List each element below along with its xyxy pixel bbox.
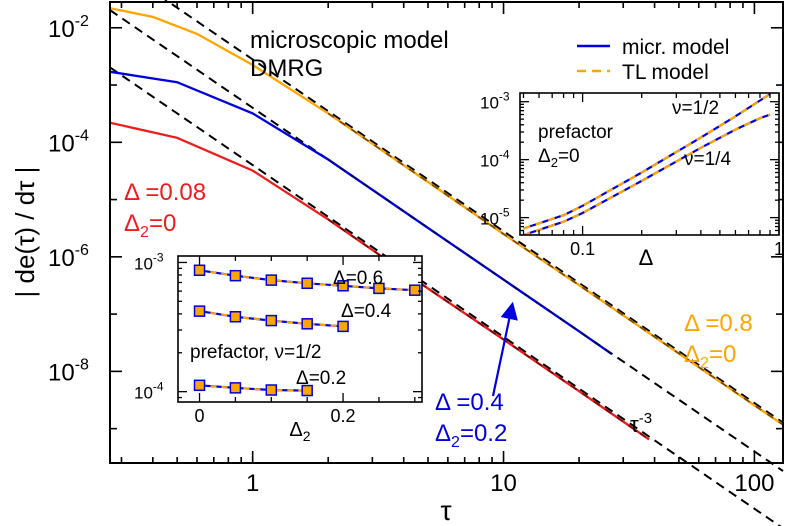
reference-line-tau-minus-3 <box>109 66 782 526</box>
inset2-point <box>337 280 349 292</box>
series-label-delta: Δ =0.8 <box>684 310 753 337</box>
inset1-y-tick-label: 10-4 <box>480 148 510 171</box>
inset1-y-tick-label: 10-3 <box>480 90 510 113</box>
inset2-point <box>265 384 278 396</box>
inset2-x-axis-label: Δ2 <box>289 419 310 444</box>
x-tick-label: 100 <box>734 470 774 497</box>
inset2-x-tick-label: 0 <box>195 406 205 426</box>
inset2-point <box>265 314 278 327</box>
inset1-series-label-nu-quarter: ν=1/4 <box>684 149 731 170</box>
series-tl-overlay-1 <box>327 158 613 355</box>
inset2-x-tick-label: 0.2 <box>331 406 356 426</box>
series-label-delta2: Δ2=0.2 <box>435 420 507 451</box>
inset1-x-tick-label: 1 <box>774 239 784 259</box>
header-subtitle: DMRG <box>250 55 323 82</box>
series-label-red: Δ =0.08 Δ2=0 <box>124 179 206 241</box>
main-series-group <box>110 7 783 441</box>
reference-line-tau-minus-3 <box>164 0 784 424</box>
series-label-delta2: Δ2=0 <box>684 341 736 372</box>
inset1-text-prefactor: prefactor <box>538 122 614 143</box>
inset2-line-tl-1 <box>199 310 344 328</box>
inset2-point <box>229 382 242 394</box>
inset-prefactor-vs-delta2: 0 0.2 10-3 10-4 Δ2 prefactor, ν=1/2 Δ=0.6 Δ… <box>134 250 423 444</box>
power-law-label: τ-3 <box>630 410 652 437</box>
inset1-line-tl-1 <box>523 113 771 235</box>
inset2-background <box>178 256 422 402</box>
inset2-line-tl-2 <box>199 384 308 392</box>
y-tick-label: 10-6 <box>48 242 89 272</box>
inset1-x-tick-label: 0.1 <box>570 239 595 259</box>
inset-prefactor-vs-delta: 0.1 110-310-410-5 Δ prefactor Δ2=0 ν=1/2 … <box>480 90 784 270</box>
main-plot-frame <box>109 1 784 464</box>
legend-label-micr: micr. model <box>622 36 729 59</box>
series-label-delta2: Δ2=0 <box>124 210 176 241</box>
y-tick-label: 10-8 <box>48 356 89 386</box>
y-axis-label: | de(τ) / dτ | <box>10 167 40 298</box>
inset2-series-label-d02: Δ=0.2 <box>296 368 346 389</box>
header-title: microscopic model <box>250 27 449 54</box>
inset2-point <box>229 269 242 282</box>
series-line-0 <box>110 7 783 426</box>
series-label-delta: Δ =0.08 <box>124 179 206 206</box>
inset2-series-group <box>193 264 421 397</box>
inset2-point <box>229 311 242 323</box>
inset1-series-label-nu-half: ν=1/2 <box>672 98 719 119</box>
inset2-point <box>373 282 385 295</box>
legend-label-tl: TL model <box>622 61 709 84</box>
annotation-arrow <box>491 301 518 397</box>
y-tick-label: 10-4 <box>48 127 89 157</box>
inset1-text-delta2: Δ2=0 <box>538 146 580 170</box>
inset1-y-tick-label: 10-5 <box>480 206 510 229</box>
inset2-series-label-d04: Δ=0.4 <box>341 301 392 322</box>
y-tick-label: 10-2 <box>48 13 89 43</box>
series-label-blue: Δ =0.4 Δ2=0.2 <box>435 389 507 451</box>
inset2-point <box>193 379 206 392</box>
x-axis-label: τ <box>440 495 451 526</box>
inset2-axis-ticks: 0 0.2 10-3 10-4 <box>134 250 422 426</box>
inset1-frame <box>519 92 780 236</box>
inset2-point <box>265 274 278 286</box>
series-label-delta: Δ =0.4 <box>435 389 504 416</box>
inset1-line-tl-0 <box>523 93 771 230</box>
inset2-point <box>409 284 421 296</box>
inset2-frame <box>177 255 423 403</box>
inset2-point <box>301 277 313 290</box>
inset2-point <box>337 320 349 333</box>
series-label-orange: Δ =0.8 Δ2=0 <box>684 310 753 372</box>
inset2-y-tick-label: 10-4 <box>134 380 164 403</box>
inset2-y-tick-label: 10-3 <box>134 250 164 273</box>
inset2-point <box>193 264 206 277</box>
inset1-series-group <box>523 93 771 235</box>
inset1-axis-ticks: 0.1 1 10-3 10-4 10-5 <box>480 90 784 259</box>
legend: micr. model TL model <box>577 36 729 84</box>
inset2-text-prefactor: prefactor, ν=1/2 <box>190 342 322 363</box>
inset2-point <box>301 384 313 397</box>
inset2-point <box>193 305 206 317</box>
inset2-point <box>301 318 313 330</box>
inset2-series-label-d06: Δ=0.6 <box>333 268 383 289</box>
x-tick-label: 10 <box>490 470 517 497</box>
x-tick-label: 1 <box>246 470 259 497</box>
series-tl-overlay-2 <box>327 218 650 441</box>
inset1-x-axis-label: Δ <box>639 245 654 270</box>
